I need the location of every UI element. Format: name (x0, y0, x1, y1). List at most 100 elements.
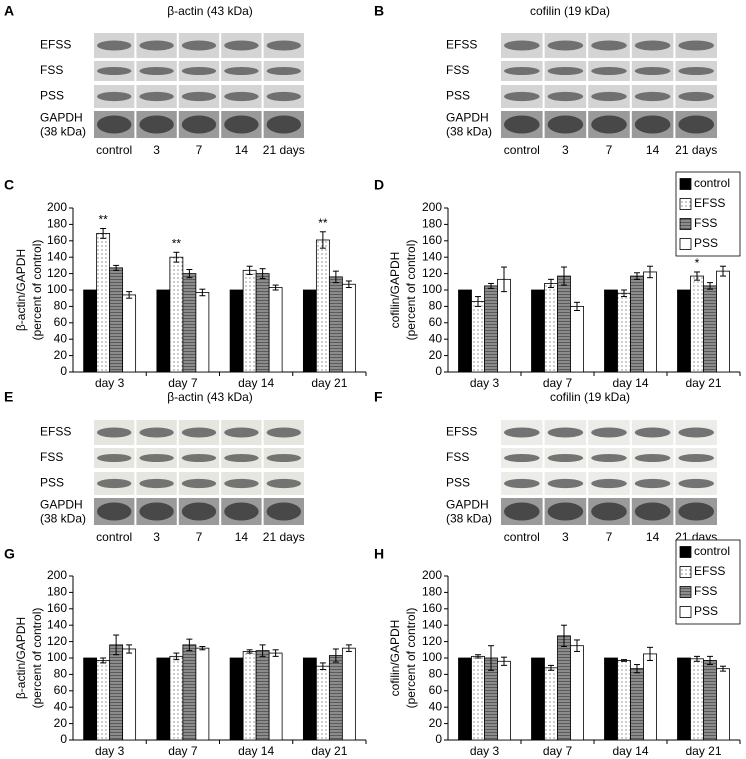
bar (156, 657, 171, 741)
panel-letter: C (4, 177, 14, 193)
blot-row-label: EFSS (446, 425, 477, 439)
legend-swatch (679, 238, 692, 250)
bar (617, 660, 631, 741)
y-tick-label: 140 (47, 249, 67, 263)
blot-band (224, 115, 259, 134)
panel-letter: D (374, 177, 384, 193)
blot-column-label: 7 (196, 530, 203, 544)
bar (122, 648, 137, 741)
blot-row-label: PSS (446, 89, 470, 103)
blot-row-label: FSS (40, 450, 63, 464)
blot-band (634, 502, 671, 521)
blot-band (591, 427, 627, 438)
y-tick-label: 180 (422, 217, 442, 231)
blot-band (678, 454, 714, 462)
bar (109, 644, 124, 741)
panel-letter: A (4, 3, 14, 19)
y-tick-label: 140 (422, 617, 442, 631)
blot-column-label: 7 (196, 143, 203, 157)
y-tick-label: 40 (54, 699, 68, 713)
bar (169, 256, 184, 373)
bar (557, 275, 571, 373)
blot-band (504, 502, 540, 521)
y-tick-label: 160 (422, 601, 442, 615)
bar (458, 289, 472, 373)
bar (604, 289, 618, 373)
bar (557, 635, 571, 741)
blot-column-label: 21 days (263, 530, 305, 544)
significance-mark: * (695, 256, 700, 270)
blot-band (591, 478, 627, 489)
bar (570, 645, 584, 741)
panel-letter: B (374, 3, 384, 19)
x-tick-label: day 21 (311, 744, 347, 758)
blot-row-label: EFSS (40, 38, 71, 52)
y-tick-label: 120 (47, 266, 67, 280)
blot-band (266, 67, 301, 75)
bar (156, 289, 171, 373)
blot-band (547, 67, 584, 75)
bar (328, 276, 343, 373)
legend-label: PSS (694, 604, 718, 618)
y-tick-label: 160 (47, 233, 67, 247)
blot-band (591, 115, 627, 134)
blot-band (547, 115, 584, 134)
y-axis-label: cofilin/GAPDH (388, 252, 402, 329)
blot-band (181, 502, 217, 521)
blot-row-label: GAPDH (40, 498, 83, 512)
blot-band (634, 67, 671, 75)
y-tick-label: 80 (54, 667, 68, 681)
blot-band (139, 478, 174, 489)
x-tick-label: day 21 (311, 376, 347, 390)
bar (315, 239, 330, 373)
bar (690, 275, 704, 373)
y-tick-label: 60 (54, 683, 68, 697)
bar (716, 270, 730, 373)
blot-band (504, 427, 540, 438)
legend-swatch (679, 606, 692, 618)
bar (570, 305, 584, 373)
blot-band (678, 40, 714, 51)
blot-band (139, 40, 174, 51)
y-tick-label: 0 (435, 732, 442, 746)
significance-mark: ** (98, 213, 108, 227)
bar (96, 660, 111, 741)
blot-row-label: PSS (40, 89, 64, 103)
x-tick-label: day 3 (95, 744, 125, 758)
blot-band (224, 454, 259, 462)
x-tick-label: day 7 (543, 376, 573, 390)
bar (122, 294, 137, 373)
blot-column-label: 21 days (263, 143, 305, 157)
y-tick-label: 20 (429, 348, 443, 362)
x-tick-label: day 3 (470, 376, 500, 390)
blot-band (139, 427, 174, 438)
blot-column-label: 14 (646, 530, 660, 544)
bar (255, 273, 270, 373)
blot-band (224, 427, 259, 438)
blot-band (181, 40, 217, 51)
bar (497, 660, 511, 741)
blot-title: β-actin (43 kDa) (167, 390, 253, 404)
blot-band (547, 502, 584, 521)
bar (229, 289, 244, 373)
blot-band (504, 115, 540, 134)
bar (315, 665, 330, 741)
bar (677, 289, 691, 373)
x-tick-label: day 21 (685, 376, 721, 390)
y-tick-label: 100 (47, 282, 67, 296)
blot-band (181, 478, 217, 489)
blot-band (224, 502, 259, 521)
x-tick-label: day 14 (612, 744, 648, 758)
bar (302, 289, 317, 373)
y-tick-label: 40 (54, 331, 68, 345)
y-tick-label: 160 (47, 601, 67, 615)
bar (703, 660, 717, 741)
bar (531, 289, 545, 373)
blot-band (591, 40, 627, 51)
y-tick-label: 60 (429, 683, 443, 697)
blot-band (591, 67, 627, 75)
panel-letter: G (4, 546, 15, 562)
blot-band (591, 502, 627, 521)
blot-row-label: GAPDH (40, 111, 83, 125)
blot-column-label: 3 (562, 143, 569, 157)
